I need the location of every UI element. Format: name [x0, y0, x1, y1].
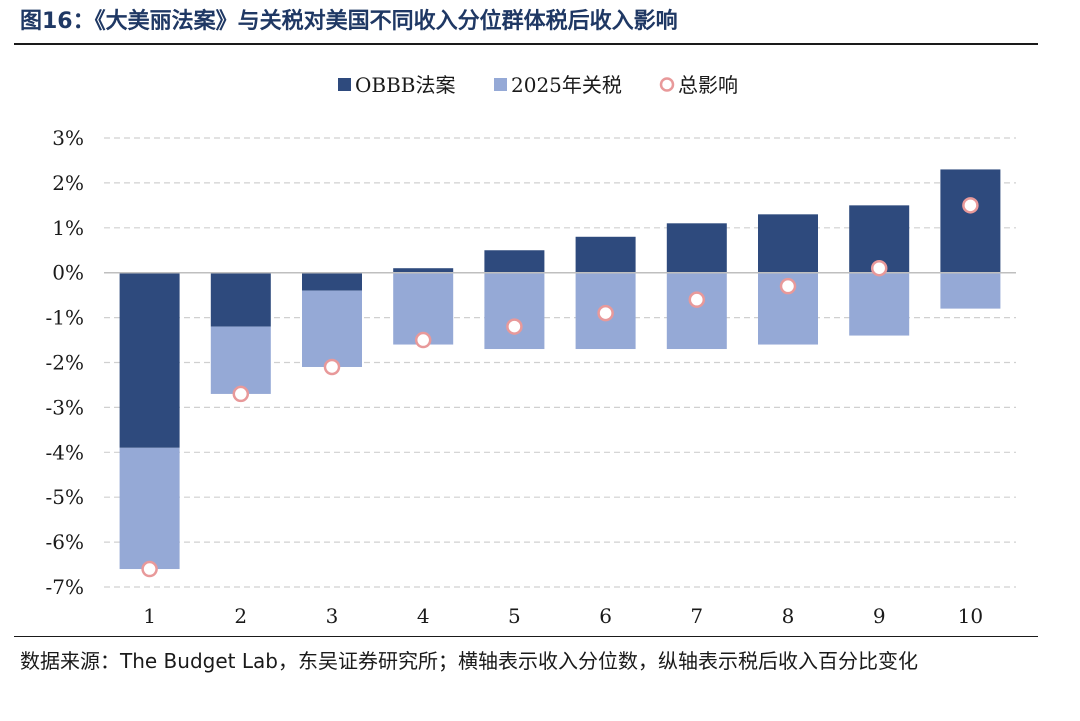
chart-bars: [119, 169, 1001, 570]
chart-legend: OBBB法案 2025年关税 总影响: [338, 73, 738, 97]
x-tick-label: 4: [417, 604, 430, 628]
total-marker-3: [323, 358, 341, 376]
obbb-bar-5: [484, 250, 545, 273]
obbb-bar-2: [210, 272, 271, 327]
total-marker-8: [779, 277, 797, 295]
legend-swatch: [338, 78, 351, 91]
title-divider: [14, 43, 1038, 45]
total-marker-4: [414, 331, 432, 349]
x-tick-label: 7: [690, 604, 703, 628]
obbb-bar-10: [940, 169, 1001, 273]
tariff-bar-7: [666, 272, 727, 350]
total-marker-6: [597, 304, 614, 322]
x-tick-label: 6: [599, 604, 612, 628]
y-tick-label: -1%: [46, 306, 85, 330]
footer-divider: [14, 636, 1038, 637]
figure-title: 图16：《大美丽法案》与关税对美国不同收入分位群体税后收入影响: [20, 9, 678, 34]
x-tick-label: 1: [143, 604, 156, 628]
obbb-bar-3: [302, 272, 362, 291]
source-note: 数据来源：The Budget Lab，东吴证券研究所；横轴表示收入分位数，纵轴…: [20, 649, 918, 673]
y-axis: 3% 2% 1% 0% -1% -2% -3% -4% -5% -6% -7%: [46, 126, 85, 599]
y-tick-label: 2%: [52, 171, 84, 195]
y-tick-label: -5%: [46, 485, 85, 509]
tariff-bar-2: [210, 326, 271, 394]
tariff-bar-1: [119, 447, 180, 570]
legend-label: 2025年关税: [511, 73, 622, 97]
legend-item-3: 总影响: [659, 73, 738, 97]
y-tick-label: 1%: [52, 216, 84, 240]
y-tick-label: -2%: [46, 351, 85, 375]
tariff-bar-9: [849, 272, 910, 336]
y-tick-label: -3%: [46, 395, 85, 419]
y-tick-label: -4%: [46, 440, 85, 464]
x-tick-label: 10: [958, 604, 983, 628]
obbb-bar-7: [666, 223, 727, 273]
y-tick-label: -6%: [46, 530, 85, 554]
legend-item-1: OBBB法案: [338, 73, 456, 97]
obbb-bar-4: [393, 268, 454, 273]
x-tick-label: 5: [508, 604, 521, 628]
obbb-bar-6: [575, 236, 636, 273]
y-tick-label: 0%: [52, 261, 84, 285]
total-marker-5: [506, 318, 523, 335]
x-tick-label: 9: [873, 604, 886, 628]
total-marker-2: [232, 385, 250, 403]
obbb-bar-8: [758, 214, 818, 273]
total-marker-7: [688, 291, 706, 308]
tariff-bar-3: [302, 290, 362, 367]
y-tick-label: 3%: [52, 126, 84, 150]
x-tick-label: 8: [782, 604, 795, 628]
total-marker-1: [141, 560, 158, 578]
legend-label: 总影响: [678, 73, 738, 97]
bar-chart: OBBB法案 2025年关税 总影响 3% 2% 1% 0% -1% -2% -3% -4% -5%…: [46, 73, 1016, 628]
obbb-bar-1: [119, 272, 180, 448]
legend-item-2: 2025年关税: [494, 73, 622, 97]
total-marker-10: [962, 197, 979, 214]
x-tick-label: 2: [234, 604, 247, 628]
tariff-bar-10: [940, 272, 1001, 309]
x-axis: 1 2 3 4 5 6 7 8 9 10: [143, 604, 983, 628]
legend-swatch: [494, 78, 507, 91]
tariff-bar-5: [484, 272, 545, 350]
total-marker-9: [870, 259, 888, 277]
total-impact-markers: [141, 197, 979, 578]
y-tick-label: -7%: [46, 575, 85, 599]
legend-label: OBBB法案: [355, 73, 456, 97]
x-tick-label: 3: [326, 604, 339, 628]
legend-swatch: [659, 77, 675, 92]
